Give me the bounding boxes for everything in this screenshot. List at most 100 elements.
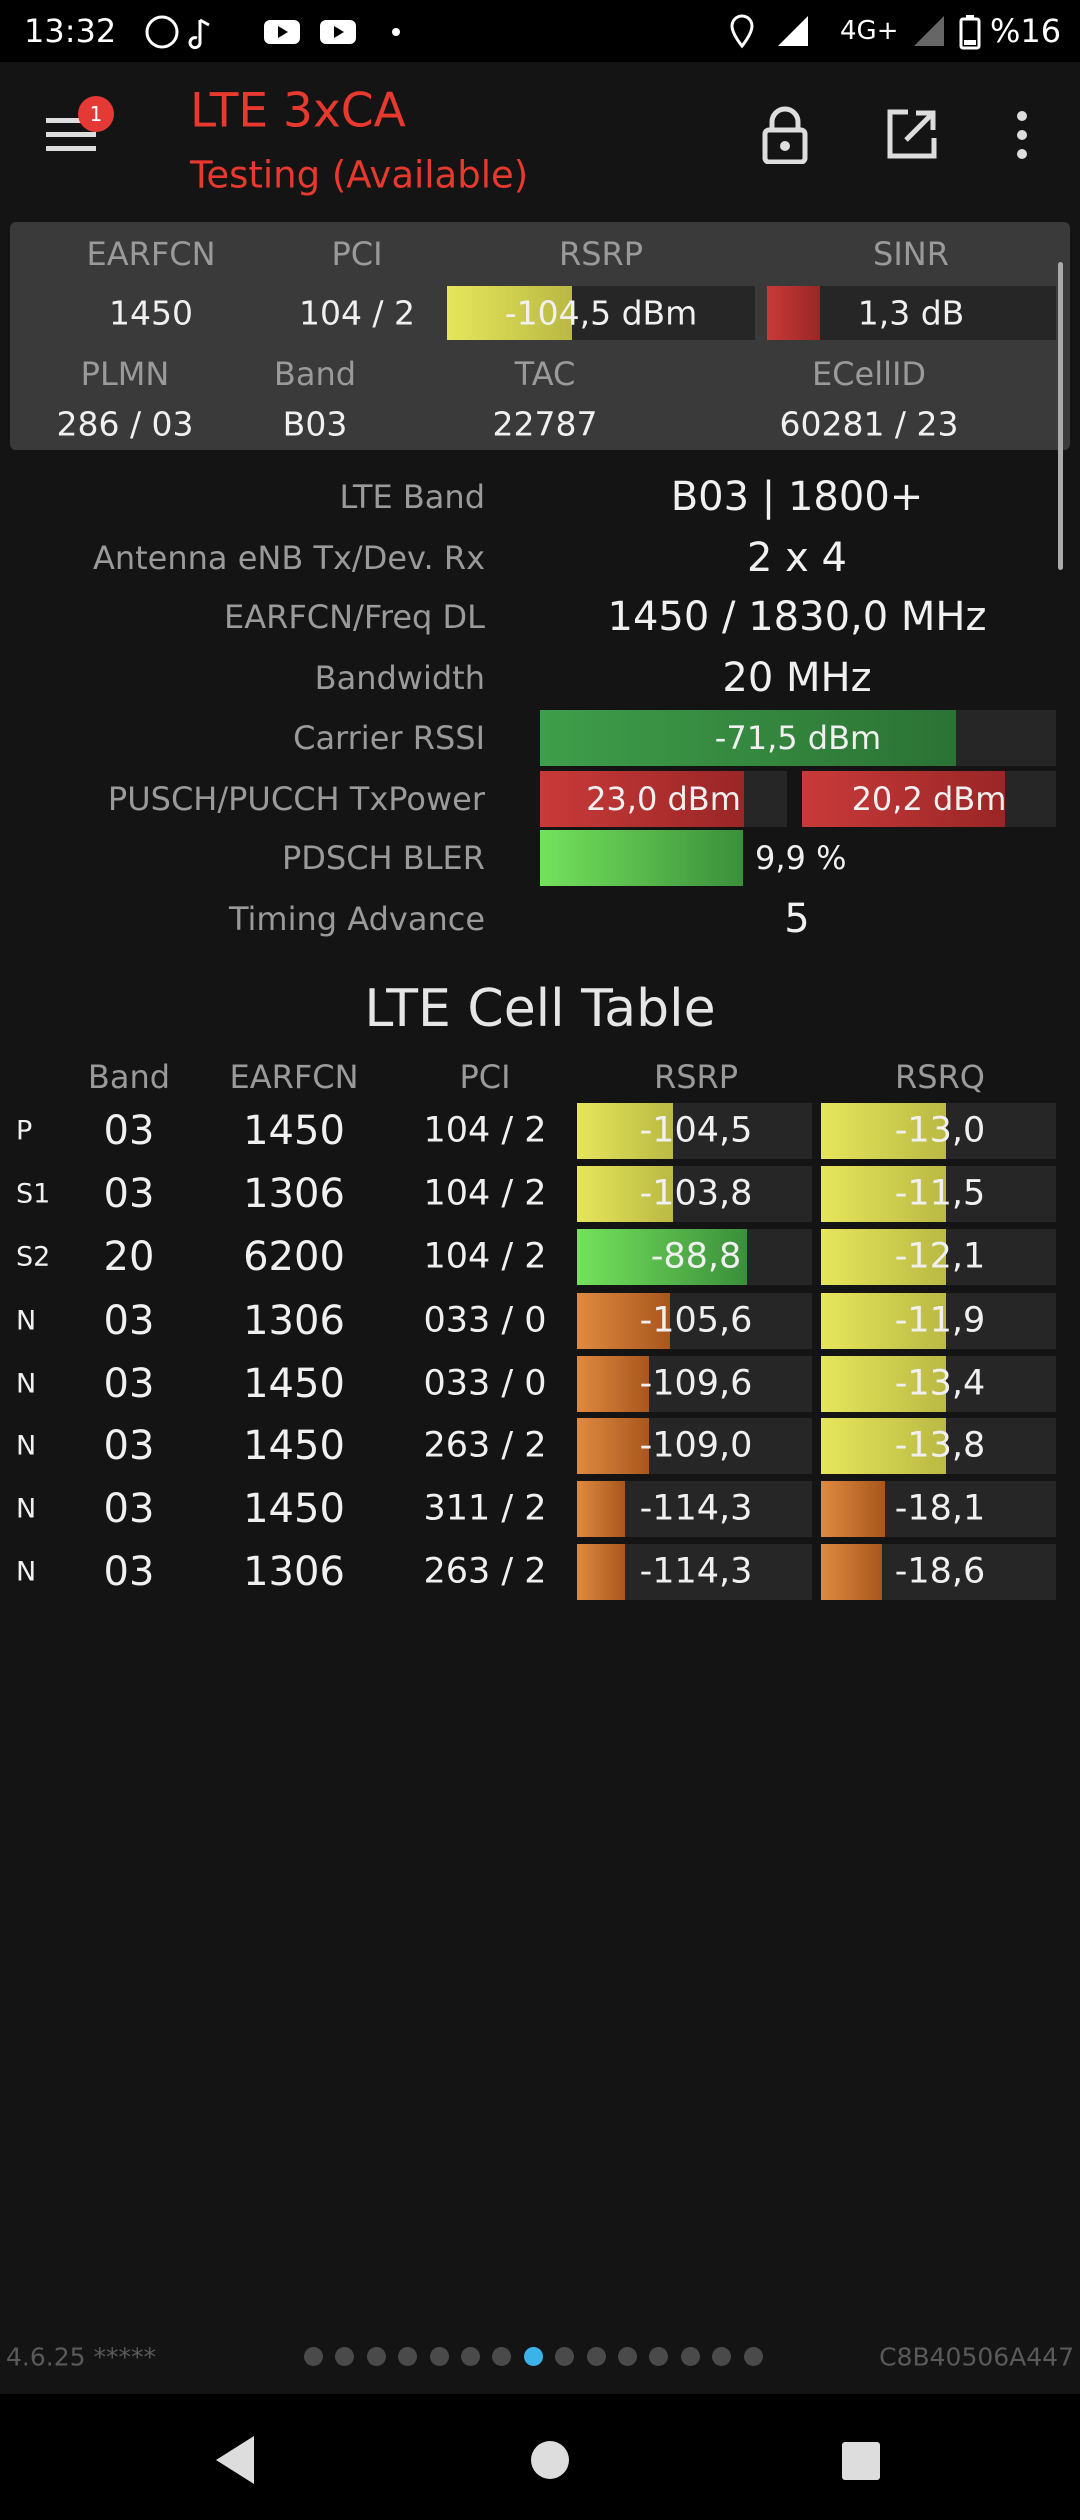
summary-value: 1450 xyxy=(109,293,193,333)
summary-value: 22787 xyxy=(492,404,598,444)
rsrq-bar-track xyxy=(821,1229,1056,1285)
page-dot xyxy=(586,2347,606,2366)
rsrp-bar-track xyxy=(447,286,755,340)
summary-value: 1,3 dB xyxy=(857,293,965,333)
rsrp-bar-track xyxy=(577,1229,812,1285)
page-dot xyxy=(304,2347,323,2366)
rsrq-bar-fill xyxy=(821,1481,885,1537)
sinr-bar-fill xyxy=(767,286,820,340)
rsrp-bar-fill xyxy=(577,1229,747,1285)
rsrp-bar-fill xyxy=(577,1356,649,1412)
status-battery: %16 xyxy=(990,12,1062,50)
rsrq-bar-fill xyxy=(821,1103,946,1159)
summary-label: PLMN xyxy=(80,355,170,393)
lock-button[interactable] xyxy=(760,106,810,164)
version: 4.6.25 ***** xyxy=(6,2342,156,2372)
detail-label: PUSCH/PUCCH TxPower xyxy=(107,780,485,818)
rsrp: -109,6 xyxy=(639,1363,753,1404)
device-id: C8B40506A447 xyxy=(879,2342,1074,2372)
page-dot xyxy=(461,2347,480,2366)
earfcn: 1306 xyxy=(243,1171,345,1217)
pci: 263 / 2 xyxy=(423,1425,547,1466)
row-type: N xyxy=(16,1430,37,1462)
rsrq: -12,1 xyxy=(894,1236,986,1277)
page-dot xyxy=(366,2347,386,2366)
earfcn: 1306 xyxy=(243,1298,345,1344)
detail-bar-track xyxy=(802,771,1056,827)
rsrq-bar-fill xyxy=(821,1418,946,1474)
rsrq-bar-fill xyxy=(821,1166,946,1222)
sinr-bar-track xyxy=(767,286,1056,340)
detail-bar-fill xyxy=(802,771,1005,827)
summary-label: EARFCN xyxy=(86,235,216,273)
rsrq: -13,4 xyxy=(894,1363,986,1404)
rsrq: -18,1 xyxy=(894,1488,986,1529)
row-type: S2 xyxy=(16,1241,51,1273)
pci: 104 / 2 xyxy=(423,1110,547,1151)
page-dot xyxy=(680,2347,700,2366)
rsrp: -103,8 xyxy=(639,1173,753,1214)
rsrp: -114,3 xyxy=(639,1551,753,1592)
rsrp-bar-fill xyxy=(447,286,572,340)
band: 03 xyxy=(103,1361,155,1407)
rsrp: -88,8 xyxy=(650,1236,742,1277)
rsrq: -11,5 xyxy=(894,1173,986,1214)
app-title: LTE 3xCA xyxy=(190,83,406,139)
rsrp: -105,6 xyxy=(639,1300,753,1341)
detail-value: 20,2 dBm xyxy=(851,780,1007,818)
rsrp: -109,0 xyxy=(639,1425,753,1466)
row-type: N xyxy=(16,1368,37,1400)
rsrp-bar-fill xyxy=(577,1418,649,1474)
rsrp-bar-track xyxy=(577,1418,812,1474)
rsrp-bar-fill xyxy=(577,1166,673,1222)
rsrp-bar-track xyxy=(577,1166,812,1222)
detail-value: 2 x 4 xyxy=(747,535,847,581)
detail-label: LTE Band xyxy=(339,478,485,516)
rsrq-bar-track xyxy=(821,1103,1056,1159)
status-signal-icons xyxy=(730,14,944,49)
badge xyxy=(78,96,114,132)
recents-button[interactable] xyxy=(840,2440,882,2482)
summary-label: TAC xyxy=(514,355,576,393)
summary-label: RSRP xyxy=(558,235,644,273)
earfcn: 1450 xyxy=(243,1486,345,1532)
rsrq-bar-track xyxy=(821,1293,1056,1349)
status-time: 13:32 xyxy=(24,12,117,50)
back-button[interactable] xyxy=(210,2434,260,2486)
rsrp-bar-track xyxy=(577,1356,812,1412)
rsrq-bar-fill xyxy=(821,1229,946,1285)
pci: 104 / 2 xyxy=(423,1236,547,1277)
rsrp-bar-track xyxy=(577,1293,812,1349)
rsrq: -11,9 xyxy=(894,1300,986,1341)
detail-label: Antenna eNB Tx/Dev. Rx xyxy=(92,539,485,577)
row-type: P xyxy=(16,1115,33,1147)
summary-label: Band xyxy=(273,355,357,393)
table-header: RSRQ xyxy=(895,1058,985,1096)
detail-value: 1450 / 1830,0 MHz xyxy=(607,594,987,640)
earfcn: 1450 xyxy=(243,1361,345,1407)
share-button[interactable] xyxy=(886,108,938,160)
detail-label: PDSCH BLER xyxy=(281,839,485,877)
pci: 033 / 0 xyxy=(423,1300,547,1341)
menu-button[interactable] xyxy=(46,112,100,156)
detail-label: EARFCN/Freq DL xyxy=(224,598,485,636)
rsrp-bar-track xyxy=(577,1544,812,1600)
page-dot xyxy=(618,2347,637,2366)
rsrq-bar-fill xyxy=(821,1356,946,1412)
page-dot-active xyxy=(523,2347,543,2366)
badge-count: 1 xyxy=(89,102,103,126)
table-title: LTE Cell Table xyxy=(364,979,716,1039)
home-button[interactable] xyxy=(524,2434,576,2486)
rsrp-bar-track xyxy=(577,1103,812,1159)
more-button[interactable] xyxy=(1010,110,1034,160)
pci: 033 / 0 xyxy=(423,1363,547,1404)
earfcn: 1450 xyxy=(243,1108,345,1154)
scrollbar xyxy=(1058,262,1063,570)
detail-bar-track xyxy=(540,771,787,827)
detail-label: Carrier RSSI xyxy=(293,719,485,757)
rsrp-bar-fill xyxy=(577,1481,625,1537)
page-dot xyxy=(712,2347,732,2366)
band: 03 xyxy=(103,1171,155,1217)
row-type: N xyxy=(16,1493,37,1525)
